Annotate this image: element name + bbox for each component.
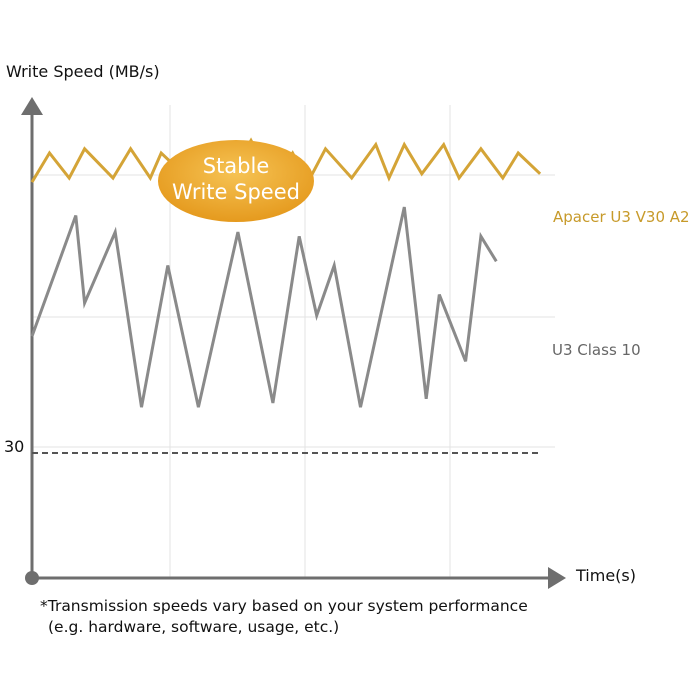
badge-line-2: Write Speed <box>172 180 300 204</box>
footnote: *Transmission speeds vary based on your … <box>40 596 528 638</box>
axis-origin-dot <box>25 571 39 585</box>
badge-line-1: Stable <box>202 154 270 178</box>
chart-axes <box>21 97 566 589</box>
footnote-line-1: *Transmission speeds vary based on your … <box>40 597 528 615</box>
x-axis-label: Time(s) <box>576 566 636 585</box>
series-line-class10 <box>30 206 498 408</box>
footnote-line-2: (e.g. hardware, software, usage, etc.) <box>48 618 340 636</box>
y-axis-arrow <box>21 97 43 115</box>
x-axis-arrow <box>548 567 566 589</box>
series-label-class10: U3 Class 10 <box>552 341 641 359</box>
y-axis-label: Write Speed (MB/s) <box>6 62 160 81</box>
y-tick-label: 30 <box>4 437 25 456</box>
series-label-apacer: Apacer U3 V30 A2 <box>553 208 690 226</box>
stable-badge <box>158 140 314 222</box>
badge-text: Stable Write Speed <box>160 153 312 205</box>
badge-ellipse <box>158 140 314 222</box>
